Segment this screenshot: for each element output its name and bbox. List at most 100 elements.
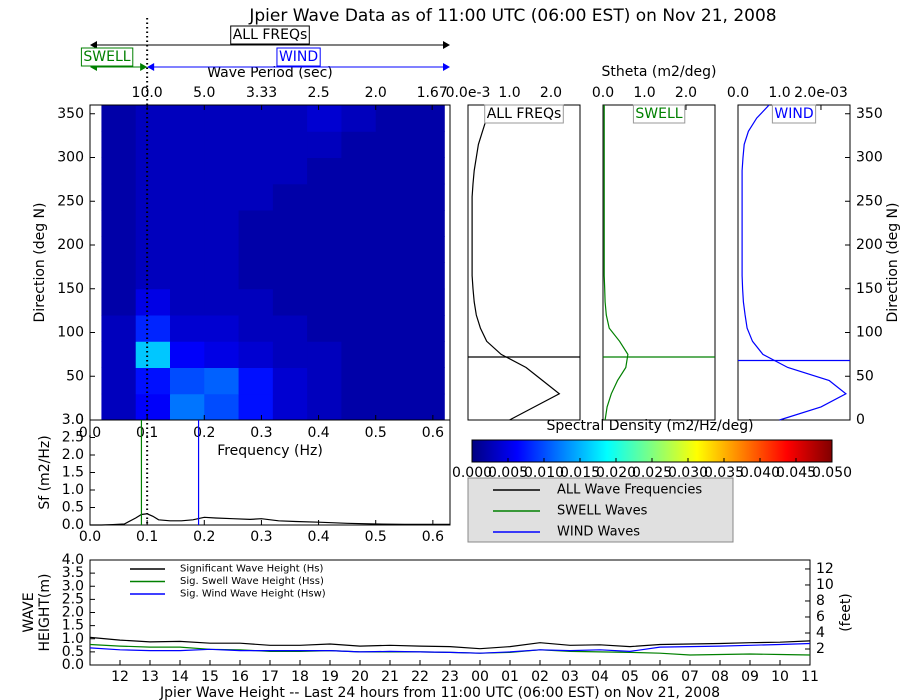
heatmap-cell <box>307 236 342 263</box>
heatmap-cell <box>307 131 342 158</box>
colorbar-tick-label: 0.005 <box>488 465 528 481</box>
heatmap-cell <box>272 341 308 368</box>
x-tick-label: 1.0 <box>498 85 520 101</box>
heatmap-cell <box>307 367 342 395</box>
heatmap-cell <box>135 183 171 211</box>
panel-title: WIND <box>774 106 813 122</box>
x-tick-label: 1.0 <box>633 85 655 101</box>
y-tick-label: 0 <box>75 412 84 428</box>
heatmap-cell <box>410 262 445 290</box>
label-box <box>230 25 310 45</box>
heatmap-cell <box>135 236 171 263</box>
y-axis-label: HEIGHT(m) <box>37 574 53 652</box>
direction-curve <box>741 104 847 421</box>
legend-label: SWELL Waves <box>557 504 648 519</box>
heatmap-cell <box>135 131 171 158</box>
x-tick-label: 0.6 <box>422 529 444 545</box>
heatmap-cell <box>341 315 377 342</box>
x-tick-label: 0.3 <box>250 425 272 441</box>
heatmap-cell <box>375 367 411 395</box>
heatmap-cell <box>375 157 411 185</box>
x-tick-label: 07 <box>681 669 699 685</box>
heatmap-cell <box>170 105 205 132</box>
heatmap-cell <box>238 341 274 368</box>
heatmap-cell <box>410 236 445 263</box>
colorbar-tick-label: 0.030 <box>668 465 708 481</box>
heatmap-cell <box>238 236 274 263</box>
heatmap-cell <box>101 262 137 290</box>
heatmap-cell <box>204 210 240 237</box>
colorbar-tick-label: 0.050 <box>812 465 852 481</box>
heatmap-cell <box>135 262 171 290</box>
x2-tick-label: 1.67 <box>417 85 448 101</box>
x-tick-label: 2.0e-03 <box>794 85 848 101</box>
y-tick-label: 4.0 <box>62 552 84 568</box>
heatmap-cell <box>272 288 308 316</box>
label-box <box>771 104 817 124</box>
x2-tick-label: 3.33 <box>246 85 277 101</box>
colorbar-tick-label: 0.035 <box>704 465 744 481</box>
heatmap-cell <box>341 157 377 185</box>
legend-label: WIND Waves <box>557 525 640 540</box>
heatmap-cell <box>272 183 308 211</box>
heatmap-cell <box>101 236 137 263</box>
x-tick-label: 0.2 <box>193 529 215 545</box>
colorbar-tick-label: 0.025 <box>632 465 672 481</box>
heatmap-cell <box>375 315 411 342</box>
heatmap-cell <box>170 393 205 421</box>
heatmap-cell <box>101 105 137 132</box>
heatmap-cell <box>410 393 445 421</box>
x2-tick-label: 2.5 <box>307 85 329 101</box>
y-axis-label: Sf (m2/Hz) <box>37 435 53 509</box>
heatmap-cell <box>204 262 240 290</box>
x-tick-label: 0.0 <box>727 85 749 101</box>
heatmap-cell <box>238 131 274 158</box>
y-tick-label: 2.0 <box>62 605 84 621</box>
x2-tick-label: 2.0 <box>365 85 387 101</box>
y-tick-label: 2.0 <box>62 447 84 463</box>
heatmap-cell <box>272 315 308 342</box>
heatmap-cell <box>238 315 274 342</box>
x-tick-label: 01 <box>501 669 519 685</box>
direction-curve <box>603 105 629 421</box>
y-tick-label: 2.5 <box>62 591 84 607</box>
x-tick-label: 18 <box>291 669 309 685</box>
plot-frame <box>737 104 851 421</box>
y-tick-label: 1.0 <box>62 482 84 498</box>
y-tick-label: 200 <box>57 237 84 253</box>
y-tick-label: 1.5 <box>62 618 84 634</box>
heatmap-cell <box>307 315 342 342</box>
label-box <box>276 47 321 67</box>
heatmap-cell <box>204 367 240 395</box>
colorbar-tick-label: 0.000 <box>452 465 492 481</box>
plot-frame <box>602 104 716 421</box>
heatmap-cell <box>375 105 411 132</box>
y-tick-label: 1.5 <box>62 465 84 481</box>
heatmap-cell <box>101 393 137 421</box>
heatmap-cell <box>204 105 240 132</box>
heatmap-cell <box>341 183 377 211</box>
heatmap-cell <box>341 341 377 368</box>
spectrum-line <box>90 513 450 526</box>
heatmap-cell <box>341 210 377 237</box>
y2-tick-label: 6 <box>816 609 825 625</box>
x-tick-label: 0.4 <box>307 425 329 441</box>
heatmap-cell <box>101 131 137 158</box>
heatmap-cell <box>135 157 171 185</box>
heatmap-cell <box>101 315 137 342</box>
heatmap-cell <box>410 183 445 211</box>
x-tick-label: 0.3 <box>250 529 272 545</box>
heatmap-cell <box>170 210 205 237</box>
heatmap-cell <box>307 105 342 132</box>
heatmap-cell <box>272 236 308 263</box>
x-tick-label: 04 <box>591 669 609 685</box>
x-tick-label: 0.5 <box>365 529 387 545</box>
x-tick-label: 20 <box>351 669 369 685</box>
x2-axis-label: Wave Period (sec) <box>207 65 333 81</box>
y-tick-label: 3.0 <box>62 578 84 594</box>
heatmap-cell <box>272 157 308 185</box>
heatmap-cell <box>238 157 274 185</box>
y-axis-label: Direction (deg N) <box>32 203 48 323</box>
heatmap-cell <box>170 157 205 185</box>
heatmap-cell <box>204 315 240 342</box>
